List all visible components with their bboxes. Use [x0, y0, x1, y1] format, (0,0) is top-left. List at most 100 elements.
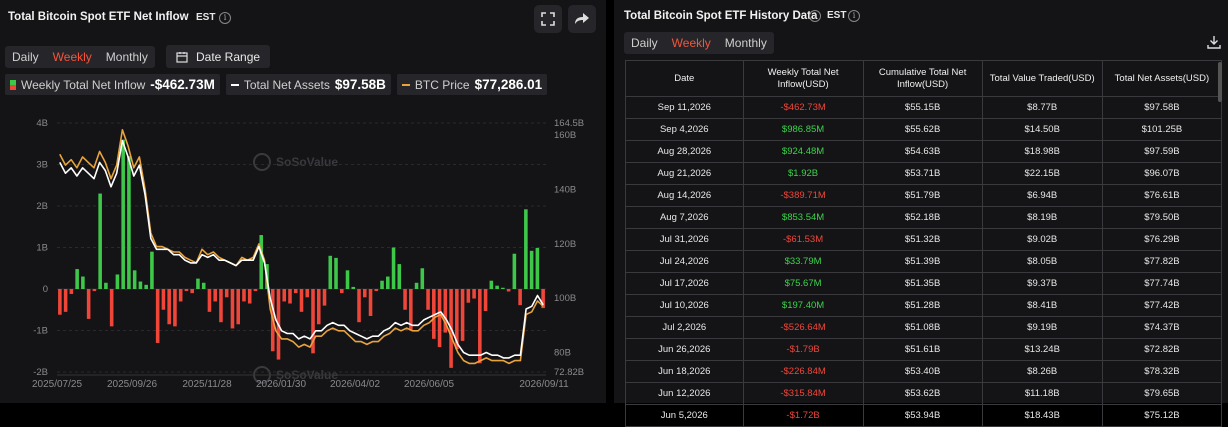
- inflow-bar: [92, 289, 97, 292]
- inflow-bar: [63, 289, 68, 312]
- inflow-bar: [541, 289, 545, 309]
- cell-date: Sep 11,2026: [625, 96, 744, 119]
- cell-value-traded: $8.41B: [981, 294, 1103, 317]
- history-tab-weekly[interactable]: Weekly: [671, 36, 711, 50]
- history-tz-info-icon[interactable]: i: [848, 10, 860, 22]
- cell-date: Jul 31,2026: [625, 228, 744, 251]
- cell-value-traded: $8.19B: [981, 206, 1103, 229]
- y-left-tick-label: 3B: [36, 160, 48, 171]
- inflow-bar: [293, 289, 298, 294]
- info-icon[interactable]: i: [219, 12, 231, 24]
- cell-date: Aug 21,2026: [625, 162, 744, 185]
- y-left-tick-label: 0: [43, 284, 48, 295]
- inflow-bar: [339, 289, 344, 294]
- cell-weekly-inflow: -$462.73M: [742, 96, 864, 119]
- table-row: Aug 28,2026 $924.48M $54.63B $18.98B $97.59B: [625, 140, 1223, 163]
- cell-value-traded: $18.43B: [981, 404, 1103, 427]
- inflow-bar: [512, 253, 517, 289]
- fullscreen-button[interactable]: [534, 5, 562, 33]
- cell-value-traded: $13.24B: [981, 338, 1103, 361]
- table-row: Jun 5,2026 -$1.72B $53.94B $18.43B $75.12B: [625, 404, 1223, 427]
- cell-date: Aug 28,2026: [625, 140, 744, 163]
- history-tab-monthly[interactable]: Monthly: [724, 36, 767, 50]
- inflow-bar: [282, 289, 287, 302]
- inflow-bar: [420, 268, 425, 289]
- legend-net-inflow-label: Weekly Total Net Inflow: [21, 77, 146, 92]
- cell-value-traded: $8.05B: [981, 250, 1103, 273]
- inflow-bar: [386, 276, 390, 289]
- legend-btc-value: $77,286.01: [474, 77, 543, 92]
- inflow-bar: [201, 282, 206, 289]
- col-date[interactable]: Date: [625, 60, 744, 97]
- table-row: Jul 2,2026 -$526.64M $51.08B $9.19B $74.37B: [625, 316, 1223, 339]
- cell-cumulative-inflow: $53.40B: [862, 360, 983, 383]
- cell-cumulative-inflow: $53.62B: [862, 382, 983, 405]
- total-net-assets-line: [59, 139, 544, 359]
- cell-value-traded: $8.26B: [981, 360, 1103, 383]
- history-info-icon[interactable]: i: [809, 10, 821, 22]
- x-tick-label: 2025/11/28: [182, 379, 232, 390]
- table-row: Jul 10,2026 $197.40M $51.28B $8.41B $77.42B: [625, 294, 1223, 317]
- col-value-traded[interactable]: Total Value Traded(USD): [981, 60, 1103, 97]
- cell-net-assets: $76.29B: [1101, 228, 1223, 251]
- inflow-bar: [242, 289, 246, 302]
- inflow-bar: [495, 285, 499, 289]
- inflow-bar: [161, 289, 166, 310]
- inflow-bar: [535, 247, 540, 289]
- inflow-bar: [316, 289, 321, 325]
- chart-title: Total Bitcoin Spot ETF Net Inflow: [8, 11, 189, 23]
- inflow-bar: [460, 289, 465, 341]
- inflow-bar: [213, 289, 217, 302]
- legend-net-inflow[interactable]: Weekly Total Net Inflow -$462.73M: [5, 74, 220, 95]
- cell-cumulative-inflow: $51.39B: [862, 250, 983, 273]
- inflow-bar: [506, 289, 511, 292]
- cell-weekly-inflow: $1.92B: [742, 162, 864, 185]
- tab-monthly[interactable]: Monthly: [105, 50, 148, 64]
- chart-legend: Weekly Total Net Inflow -$462.73M Total …: [5, 74, 548, 95]
- inflow-bar: [75, 269, 79, 289]
- inflow-bar: [178, 289, 183, 302]
- cell-net-assets: $79.50B: [1101, 206, 1223, 229]
- legend-net-inflow-value: -$462.73M: [150, 77, 215, 92]
- cell-weekly-inflow: $197.40M: [742, 294, 864, 317]
- cell-cumulative-inflow: $51.28B: [862, 294, 983, 317]
- y-right-tick-label: 100B: [554, 293, 576, 304]
- fullscreen-icon: [541, 12, 555, 26]
- legend-btc-price[interactable]: BTC Price $77,286.01: [396, 74, 548, 95]
- table-row: Jun 12,2026 -$315.84M $53.62B $11.18B $79.65…: [625, 382, 1223, 405]
- inflow-bar: [196, 278, 200, 289]
- inflow-bar: [328, 255, 333, 289]
- tab-daily[interactable]: Daily: [12, 50, 39, 64]
- download-icon[interactable]: [1207, 35, 1221, 49]
- col-net-assets[interactable]: Total Net Assets(USD): [1101, 60, 1223, 97]
- cell-date: Jul 2,2026: [625, 316, 744, 339]
- y-right-tick-label: 164.5B: [554, 118, 584, 129]
- cell-date: Jun 12,2026: [625, 382, 744, 405]
- inflow-bar: [362, 289, 367, 298]
- inflow-bar: [236, 289, 241, 325]
- cell-net-assets: $77.82B: [1101, 250, 1223, 273]
- table-row: Sep 11,2026 -$462.73M $55.15B $8.77B $97.58B: [625, 96, 1223, 119]
- cell-weekly-inflow: -$389.71M: [742, 184, 864, 207]
- cell-weekly-inflow: $853.54M: [742, 206, 864, 229]
- inflow-bar: [109, 289, 114, 327]
- cell-cumulative-inflow: $51.32B: [862, 228, 983, 251]
- history-tab-daily[interactable]: Daily: [631, 36, 658, 50]
- cell-value-traded: $9.02B: [981, 228, 1103, 251]
- inflow-bar: [69, 289, 74, 294]
- inflow-bar: [115, 274, 120, 289]
- tab-weekly[interactable]: Weekly: [52, 50, 92, 64]
- cell-cumulative-inflow: $54.63B: [862, 140, 983, 163]
- date-range-button[interactable]: Date Range: [166, 45, 270, 68]
- cell-date: Aug 14,2026: [625, 184, 744, 207]
- share-button[interactable]: [568, 5, 596, 33]
- legend-total-net-assets[interactable]: Total Net Assets $97.58B: [225, 74, 391, 95]
- inflow-bar: [173, 289, 177, 327]
- inflow-bar: [305, 289, 310, 298]
- legend-assets-label: Total Net Assets: [243, 77, 330, 92]
- table-scrollbar[interactable]: [1218, 62, 1222, 102]
- col-weekly-inflow[interactable]: Weekly Total Net Inflow(USD): [742, 60, 864, 97]
- col-cumulative-inflow[interactable]: Cumulative Total Net Inflow(USD): [862, 60, 983, 97]
- inflow-bar: [207, 289, 212, 312]
